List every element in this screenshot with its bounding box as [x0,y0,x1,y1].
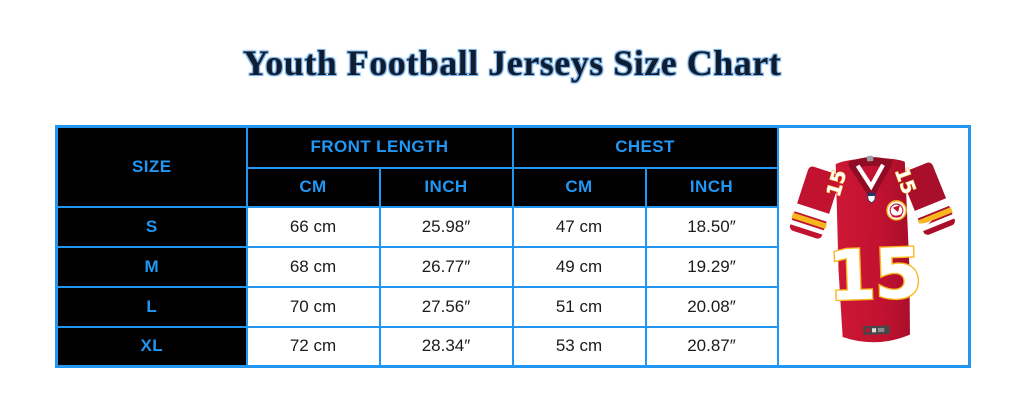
size-cell: S [55,205,248,248]
table-row-m: M 68 cm 26.77″ 49 cm 19.29″ [55,245,970,288]
jersey-product-image: 15 15 15 [776,125,971,368]
front-length-cm-header: CM [245,166,381,208]
chest-header: CHEST [511,125,779,169]
front-cm-cell: 66 cm [245,205,381,248]
chest-inch-cell: 18.50″ [644,205,779,248]
front-inch-cell: 28.34″ [378,325,514,368]
size-chart-table: SIZE FRONT LENGTH CHEST [55,125,971,368]
hanger-loop [867,155,874,162]
size-cell: M [55,245,248,288]
chest-inch-header: INCH [644,166,779,208]
size-column-header: SIZE [55,125,248,208]
chest-cm-cell: 49 cm [511,245,647,288]
front-cm-cell: 72 cm [245,325,381,368]
jersey-right-sleeve [901,162,956,235]
chest-cm-cell: 51 cm [511,285,647,328]
chest-cm-header: CM [511,166,647,208]
front-inch-cell: 26.77″ [378,245,514,288]
table-row-s: S 66 cm 25.98″ 47 cm 18.50″ [55,205,970,248]
jock-tag [863,325,891,335]
jersey-left-sleeve [789,166,841,239]
jersey-collar-white-insert [854,163,888,195]
chest-cm-cell: 47 cm [511,205,647,248]
front-length-header: FRONT LENGTH [245,125,514,169]
page-title: Youth Football Jerseys Size Chart [242,43,782,83]
nike-swoosh-icon [914,220,933,228]
table-row-xl: XL 72 cm 28.34″ 53 cm 20.87″ [55,325,970,368]
front-length-inch-header: INCH [378,166,514,208]
chest-inch-cell: 20.08″ [644,285,779,328]
front-cm-cell: 70 cm [245,285,381,328]
front-inch-cell: 25.98″ [378,205,514,248]
table-row-l: L 70 cm 27.56″ 51 cm 20.08″ [55,285,970,328]
size-cell: L [55,285,248,328]
chest-inch-cell: 20.87″ [644,325,779,368]
front-cm-cell: 68 cm [245,245,381,288]
chest-inch-cell: 19.29″ [644,245,779,288]
front-inch-cell: 27.56″ [378,285,514,328]
chest-cm-cell: 53 cm [511,325,647,368]
team-patch-icon [886,200,908,221]
shoulder-number-left: 15 [822,167,851,199]
nfl-shield-icon [867,192,876,204]
jersey-illustration: 15 15 15 [789,155,956,343]
chest-number: 15 [827,234,922,317]
size-cell: XL [55,325,248,368]
